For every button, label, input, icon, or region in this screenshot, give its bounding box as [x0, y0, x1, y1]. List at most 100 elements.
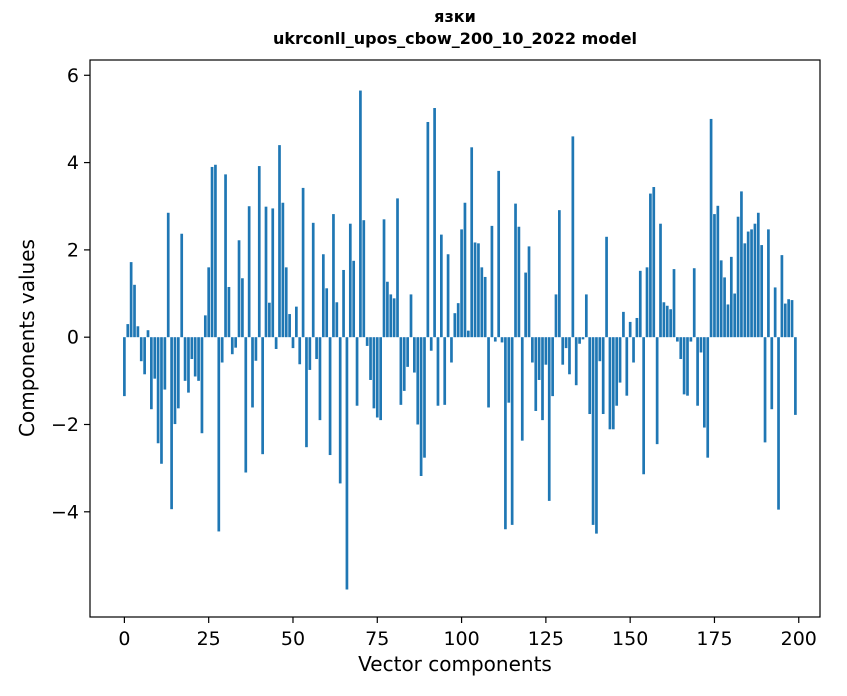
bar: [220, 337, 224, 363]
bar: [568, 337, 571, 375]
bar: [396, 198, 399, 338]
bar: [699, 337, 703, 353]
bar: [335, 302, 339, 338]
bar: [450, 337, 453, 363]
bar: [359, 90, 362, 338]
bar: [605, 236, 608, 338]
bar: [676, 337, 679, 342]
bar: [318, 337, 322, 421]
bar: [537, 337, 541, 380]
bar: [608, 337, 612, 430]
bar: [618, 337, 622, 383]
y-tick-label: 6: [67, 65, 79, 87]
bar: [669, 309, 672, 338]
bar: [574, 337, 578, 386]
bar: [756, 212, 760, 338]
bar: [190, 337, 194, 360]
bar: [170, 337, 173, 510]
bar: [230, 337, 234, 355]
bar: [214, 164, 217, 338]
bar: [615, 337, 619, 406]
bar: [733, 293, 737, 338]
bar: [328, 337, 332, 456]
bar: [767, 229, 770, 338]
bar: [746, 231, 750, 338]
bar: [466, 330, 470, 338]
bar: [278, 145, 281, 338]
bar: [659, 223, 662, 338]
bar: [301, 187, 305, 338]
bar: [160, 337, 163, 464]
bar: [635, 317, 639, 338]
bar: [689, 337, 693, 342]
bar: [436, 337, 440, 406]
x-tick-label: 75: [365, 628, 389, 650]
bar: [365, 337, 369, 346]
bar: [193, 337, 197, 377]
bar: [686, 337, 689, 396]
bar: [487, 337, 490, 408]
bar: [406, 337, 409, 367]
bar: [315, 337, 318, 360]
bar: [649, 193, 652, 338]
bar: [183, 337, 187, 381]
bar: [372, 337, 376, 409]
bar: [473, 242, 477, 338]
bar: [379, 337, 382, 421]
bar: [598, 337, 602, 362]
bar: [493, 337, 497, 342]
bar: [760, 245, 764, 338]
bar: [163, 337, 167, 390]
bar: [237, 240, 241, 338]
bar: [274, 337, 278, 349]
bar: [628, 321, 632, 338]
bar: [268, 302, 271, 338]
bar: [622, 311, 625, 338]
bar: [257, 166, 261, 338]
bar: [156, 337, 160, 444]
bar: [460, 229, 463, 338]
bar: [625, 337, 629, 396]
bar: [783, 303, 787, 338]
bar: [477, 243, 480, 338]
bar: [777, 337, 780, 510]
bar: [794, 337, 797, 415]
bar: [413, 337, 416, 373]
bar: [692, 268, 696, 338]
bar: [591, 337, 595, 525]
bar: [210, 166, 214, 338]
bar: [271, 208, 275, 338]
bar: [433, 108, 436, 338]
bar: [392, 298, 396, 338]
bar: [571, 136, 575, 338]
bar: [389, 294, 393, 338]
bar: [500, 337, 504, 343]
bar: [679, 337, 683, 360]
bar: [281, 202, 285, 338]
bar: [504, 337, 507, 530]
bar: [443, 337, 447, 405]
bar: [217, 337, 221, 532]
bar: [558, 210, 561, 338]
bar: [375, 337, 379, 418]
bar: [716, 205, 720, 338]
y-tick-label: 4: [67, 152, 79, 174]
bar: [123, 337, 126, 397]
bar: [352, 260, 356, 338]
x-tick-label: 100: [443, 628, 479, 650]
bar: [780, 255, 784, 338]
bar: [564, 337, 568, 349]
bar: [355, 337, 359, 406]
bar: [632, 337, 635, 363]
x-axis-label: Vector components: [358, 652, 552, 676]
bar: [645, 267, 649, 338]
bar: [288, 314, 291, 338]
bar: [770, 337, 774, 410]
bar: [295, 306, 298, 338]
bar: [426, 121, 430, 338]
bar: [362, 220, 366, 338]
bar: [709, 118, 713, 338]
bar: [551, 337, 554, 397]
